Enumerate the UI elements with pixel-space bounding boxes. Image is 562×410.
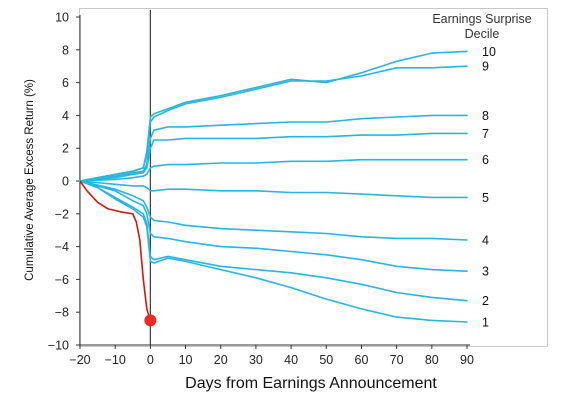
y-tick-label: 2 bbox=[62, 142, 69, 156]
highlight-path bbox=[79, 180, 152, 321]
highlight-marker bbox=[144, 314, 157, 327]
decile-1-line bbox=[79, 180, 468, 323]
decile-2-line bbox=[79, 180, 468, 302]
x-tick-label: 60 bbox=[355, 353, 369, 367]
x-tick-label: 80 bbox=[425, 353, 439, 367]
x-tick-label: 90 bbox=[460, 353, 474, 367]
decile-5-line bbox=[79, 180, 468, 199]
x-tick-label: 50 bbox=[319, 353, 333, 367]
y-tick-label: −8 bbox=[55, 306, 69, 320]
decile-5-label: 5 bbox=[482, 191, 489, 205]
x-tick-label: 10 bbox=[179, 353, 193, 367]
legend-title-line-1: Earnings Surprise bbox=[432, 12, 531, 26]
decile-3-label: 3 bbox=[482, 265, 489, 279]
x-tick-label: 40 bbox=[284, 353, 298, 367]
decile-6-line bbox=[79, 158, 468, 182]
decile-10-label: 10 bbox=[482, 45, 496, 59]
decile-7-label: 7 bbox=[482, 127, 489, 141]
y-tick-label: 0 bbox=[62, 175, 69, 189]
x-axis-title: Days from Earnings Announcement bbox=[185, 375, 437, 392]
decile-4-label: 4 bbox=[482, 234, 489, 248]
decile-6-label: 6 bbox=[482, 153, 489, 167]
x-tick-label: 20 bbox=[214, 353, 228, 367]
y-tick-label: −10 bbox=[48, 339, 69, 353]
x-tick-label: 30 bbox=[249, 353, 263, 367]
y-tick-label: 10 bbox=[55, 11, 69, 25]
y-tick-label: −6 bbox=[55, 273, 69, 287]
decile-2-label: 2 bbox=[482, 294, 489, 308]
y-tick-label: 4 bbox=[62, 109, 69, 123]
x-tick-label: 0 bbox=[147, 353, 154, 367]
y-axis-title: Cumulative Average Excess Return (%) bbox=[24, 79, 36, 281]
y-tick-label: 8 bbox=[62, 43, 69, 57]
highlight-series bbox=[79, 180, 157, 327]
y-tick-label: 6 bbox=[62, 76, 69, 90]
y-tick-label: −2 bbox=[55, 207, 69, 221]
x-tick-label: 70 bbox=[390, 353, 404, 367]
x-tick-label: −20 bbox=[69, 353, 90, 367]
y-tick-label: −4 bbox=[55, 240, 69, 254]
decile-3-line bbox=[79, 180, 468, 272]
legend-title-line-2: Decile bbox=[465, 27, 500, 41]
decile-7-line bbox=[79, 132, 468, 182]
legend: Earnings Surprise Decile 109 8 7 6 5 4 3 2 1 bbox=[432, 12, 531, 330]
decile-9-line bbox=[79, 65, 468, 182]
decile-8-label: 8 bbox=[482, 109, 489, 123]
decile-9-label: 9 bbox=[482, 60, 489, 74]
x-tick-label: −10 bbox=[105, 353, 126, 367]
decile-8-line bbox=[79, 114, 468, 182]
decile-1-label: 1 bbox=[482, 316, 489, 330]
series-lines bbox=[79, 50, 468, 323]
decile-4-line bbox=[79, 180, 468, 241]
